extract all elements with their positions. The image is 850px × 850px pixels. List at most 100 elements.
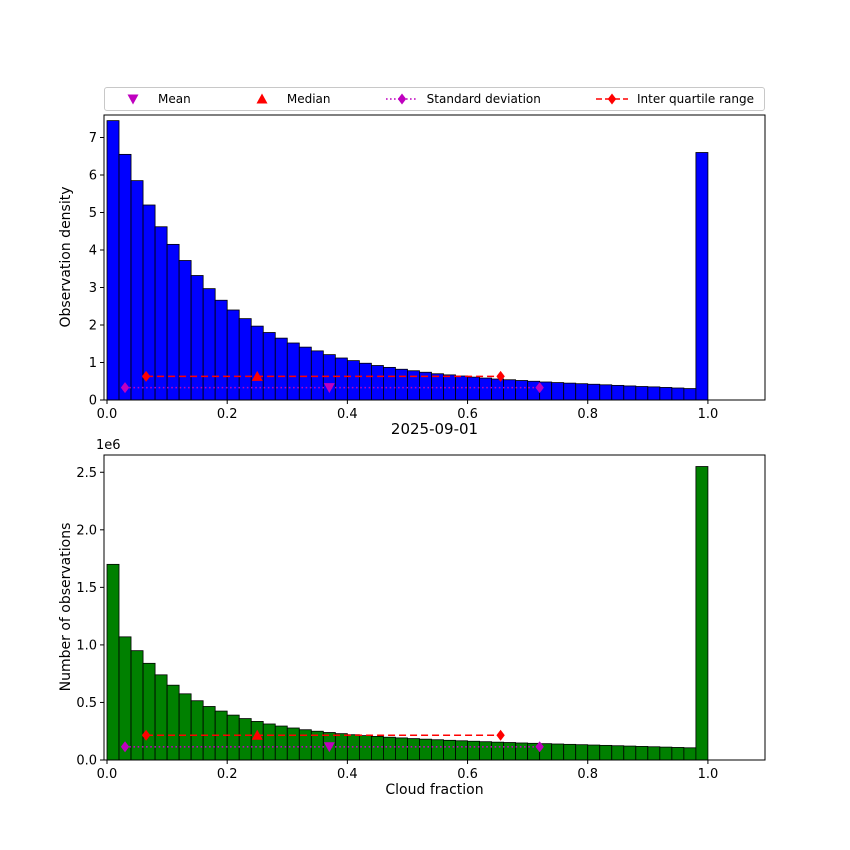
histogram-bars-1 xyxy=(106,466,709,761)
bar xyxy=(503,742,517,761)
x-tick-label: 0.0 xyxy=(97,407,118,422)
legend-item-mean: Mean xyxy=(115,91,191,107)
diamond-marker xyxy=(535,382,544,394)
bar xyxy=(431,373,444,401)
y-tick-label: 1.5 xyxy=(76,581,97,596)
bar xyxy=(467,740,480,761)
bar xyxy=(563,743,577,761)
legend: Mean Median Standard deviation Inter qua… xyxy=(104,87,765,111)
x-tick-label: 0.0 xyxy=(97,767,118,782)
y-tick-label: 0 xyxy=(89,394,97,409)
axes-frame-1 xyxy=(103,454,766,761)
y-tick-label: 6 xyxy=(89,169,97,184)
x-tick-label: 0.4 xyxy=(337,767,358,782)
bar xyxy=(142,204,156,401)
bar xyxy=(395,368,408,401)
x-tick-label: 1.0 xyxy=(698,767,719,782)
bar xyxy=(178,260,192,401)
histogram-bars-0 xyxy=(106,120,709,401)
bar xyxy=(250,721,264,761)
y-tick-label: 2.5 xyxy=(76,466,97,481)
bar xyxy=(274,337,288,401)
bar xyxy=(178,693,192,761)
bar xyxy=(383,366,396,401)
bar xyxy=(262,723,276,761)
bar xyxy=(130,650,144,761)
bar xyxy=(190,275,204,401)
bar xyxy=(599,744,613,761)
y-axis-offset-text: 1e6 xyxy=(96,438,121,453)
bar xyxy=(310,350,324,401)
bar xyxy=(154,226,168,401)
legend-label-mean: Mean xyxy=(158,92,191,106)
legend-item-standard-deviation: Standard deviation xyxy=(384,91,541,107)
bar xyxy=(322,354,336,401)
bar xyxy=(142,662,156,761)
diamond-marker xyxy=(607,93,617,105)
x-tick-label: 0.8 xyxy=(577,407,598,422)
bar xyxy=(479,741,492,761)
annotations-1 xyxy=(120,729,544,753)
bar xyxy=(106,120,120,401)
y-tick-label: 1 xyxy=(89,356,97,371)
x-tick-label: 0.8 xyxy=(577,767,598,782)
bar xyxy=(443,739,456,761)
diamond-marker xyxy=(120,741,130,753)
bar xyxy=(599,384,613,401)
y-tick-label: 7 xyxy=(89,131,97,146)
bar xyxy=(683,388,697,401)
triangle-down-marker xyxy=(323,742,335,753)
bar xyxy=(479,377,492,401)
bar xyxy=(226,309,240,401)
bar xyxy=(647,386,661,401)
bar xyxy=(274,725,288,761)
bar xyxy=(623,745,637,761)
y-tick-label: 0.5 xyxy=(76,696,97,711)
x-tick-label: 0.2 xyxy=(217,407,238,422)
diamond-marker xyxy=(120,382,130,394)
bar xyxy=(419,738,432,761)
bar xyxy=(202,288,216,401)
y-tick-label: 5 xyxy=(89,206,97,221)
bar xyxy=(611,745,625,761)
bar xyxy=(587,383,601,401)
bar xyxy=(431,739,444,761)
bar xyxy=(515,380,529,401)
legend-label-inter-quartile-range: Inter quartile range xyxy=(637,92,754,106)
triangle-down-marker xyxy=(323,383,335,394)
bar xyxy=(250,325,264,401)
bar xyxy=(551,743,565,761)
x-tick-label: 0.2 xyxy=(217,767,238,782)
bar xyxy=(659,746,673,761)
bar xyxy=(334,733,348,761)
bar xyxy=(190,700,204,761)
bar xyxy=(383,736,396,761)
bar xyxy=(118,153,132,401)
bar xyxy=(298,346,312,401)
bar xyxy=(154,674,168,761)
bar xyxy=(214,299,228,401)
bar xyxy=(286,342,300,401)
bar xyxy=(491,378,505,401)
bar xyxy=(238,318,252,401)
bar xyxy=(298,729,312,761)
y-tick-label: 4 xyxy=(89,244,97,259)
bar xyxy=(286,727,300,761)
bar xyxy=(346,360,360,401)
diamond-marker xyxy=(397,93,406,105)
legend-label-standard-deviation: Standard deviation xyxy=(426,92,541,106)
standard-deviation-diamond-icon xyxy=(385,93,418,105)
bar xyxy=(611,384,625,401)
bar xyxy=(575,383,589,401)
bar xyxy=(455,740,468,761)
x-tick-label: 0.4 xyxy=(337,407,358,422)
legend-item-median: Median xyxy=(244,91,331,107)
mean-triangle-down-icon xyxy=(127,94,139,105)
bar xyxy=(551,382,565,401)
bar xyxy=(491,741,505,761)
inter-quartile-range-diamond-icon xyxy=(596,93,629,105)
bar xyxy=(467,376,480,401)
triangle-up-marker xyxy=(256,93,268,104)
bar xyxy=(130,180,144,401)
